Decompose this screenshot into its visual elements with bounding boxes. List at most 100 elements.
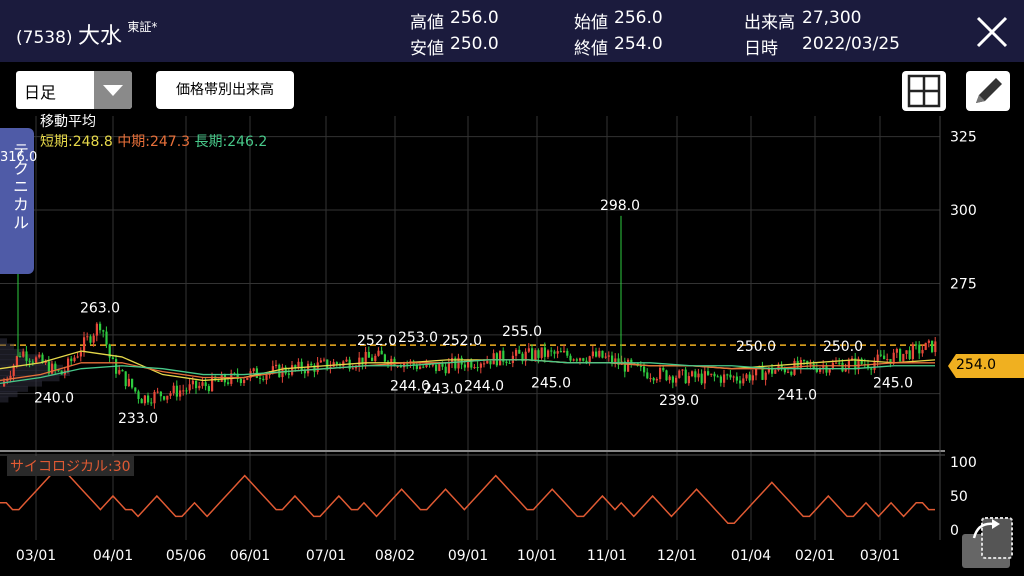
candle-body [463, 364, 466, 368]
grid-icon [907, 74, 941, 108]
candle-body [35, 357, 38, 363]
y-tick-label: 325 [950, 130, 977, 146]
candle-body [342, 361, 345, 366]
candle-body [201, 382, 204, 386]
candle-body [316, 362, 319, 372]
candle-body [582, 358, 585, 361]
candle-body [243, 379, 246, 384]
candle-body [134, 387, 137, 392]
candle-body [211, 376, 214, 392]
candle-body [662, 367, 665, 371]
candle-body [892, 352, 895, 364]
axis-labels: 325 300 275 100 50 0 03/01 04/01 05/06 06/01 07/01… [16, 130, 977, 564]
x-tick-label: 11/01 [587, 548, 627, 564]
candle-body [623, 361, 626, 372]
candle-body [483, 363, 486, 365]
candle-body [73, 357, 76, 362]
candle-body [716, 376, 719, 378]
candle-body [745, 374, 748, 379]
market-label: 東証* [127, 20, 158, 34]
candle-body [124, 371, 127, 387]
candle-body [159, 391, 162, 397]
candle-body [505, 361, 508, 363]
x-tick-label: 04/01 [93, 548, 133, 564]
candle-body [265, 374, 268, 380]
candle-body [703, 371, 706, 384]
candle-body [556, 351, 559, 354]
candle-body [803, 360, 806, 362]
candle-body [617, 358, 620, 365]
stock-code: (7538) [16, 28, 73, 48]
candle-body [735, 376, 738, 381]
ma-mid-label: 中期:247.3 [117, 134, 191, 150]
candle-body [454, 358, 457, 369]
candle-body [911, 344, 914, 359]
candle-body [28, 360, 31, 362]
candle-body [121, 370, 124, 372]
candle-body [659, 367, 662, 380]
volume-profile-bar [0, 354, 39, 361]
candle-body [332, 362, 335, 367]
volume-profile-bar [0, 370, 70, 377]
x-tick-label: 10/01 [517, 548, 557, 564]
candle-body [607, 355, 610, 357]
candle-body [595, 351, 598, 357]
candle-body [575, 359, 578, 361]
price-annotation: 245.0 [873, 376, 913, 392]
candle-body [652, 378, 655, 381]
moving-averages [0, 350, 936, 385]
candle-body [655, 379, 658, 381]
candle-body [476, 367, 479, 369]
rotate-button[interactable] [958, 512, 1018, 572]
candle-body [860, 358, 863, 364]
volume-profile-bar [0, 348, 25, 355]
period-select[interactable]: 日足 [16, 71, 132, 109]
candle-body [70, 358, 73, 362]
ma-long-line [0, 359, 935, 385]
ma-long-label: 長期:246.2 [194, 134, 268, 150]
candle-body [857, 358, 860, 370]
candle-body [742, 378, 745, 384]
candle-body [275, 364, 278, 367]
close-button[interactable] [972, 12, 1012, 52]
high-label: 高値 [410, 13, 444, 33]
volume-profile-button[interactable]: 価格帯別出来高 [156, 71, 294, 109]
x-tick-label: 03/01 [16, 548, 56, 564]
technical-tab[interactable]: テクニカル [0, 128, 34, 274]
x-tick-label: 02/01 [795, 548, 835, 564]
candle-body [419, 366, 422, 369]
candle-body [163, 396, 166, 400]
psychological-label: サイコロジカル:30 [7, 456, 134, 476]
candle-body [729, 374, 732, 378]
candle-body [726, 374, 729, 376]
candle-body [220, 374, 223, 382]
candle-body [707, 371, 710, 375]
candle-body [67, 358, 70, 371]
rotate-icon [962, 517, 1013, 568]
pencil-icon [976, 78, 1002, 103]
price-annotation: 250.0 [736, 339, 776, 355]
candle-body [198, 385, 201, 389]
candle-body [131, 378, 134, 388]
layout-button[interactable] [902, 71, 946, 111]
draw-button[interactable] [966, 71, 1010, 111]
candle-body [287, 373, 290, 375]
x-tick-label: 09/01 [448, 548, 488, 564]
stock-title: (7538) 大水 東証* [16, 18, 157, 50]
candle-body [310, 363, 313, 366]
volume-profile-bar [0, 364, 63, 371]
candle-body [921, 349, 924, 354]
candle-body [883, 355, 886, 360]
candle-body [364, 351, 367, 365]
psychological-line [0, 468, 935, 524]
candle-body [614, 358, 617, 364]
candle-body [553, 351, 556, 354]
candle-body [700, 373, 703, 384]
candle-body [588, 356, 591, 363]
price-annotation: 298.0 [600, 198, 640, 214]
x-tick-label: 05/06 [166, 548, 206, 564]
price-annotation: 252.0 [357, 333, 397, 349]
candle-body [143, 395, 146, 404]
price-annotation: 241.0 [777, 387, 817, 403]
candle-body [291, 365, 294, 375]
